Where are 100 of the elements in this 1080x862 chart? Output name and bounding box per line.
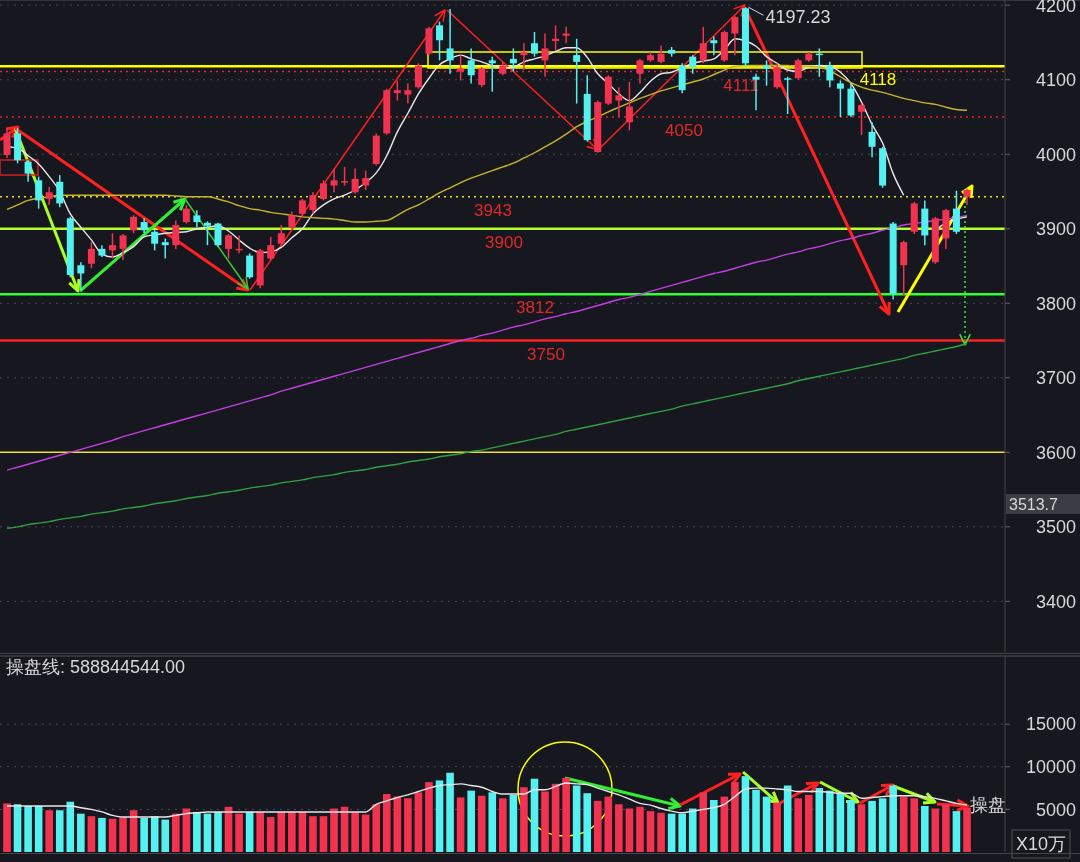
bar [499, 798, 507, 852]
y-tick-label: 4100 [1035, 70, 1076, 91]
candlestick [119, 233, 127, 261]
annotation: 4197.23 [765, 6, 831, 27]
y-tick-label: 3400 [1035, 591, 1076, 612]
bar [731, 782, 739, 852]
bar [456, 797, 465, 852]
bar [277, 811, 286, 852]
candlestick [573, 38, 581, 105]
candlestick [457, 54, 465, 82]
bar [889, 785, 897, 852]
bar [509, 794, 518, 852]
bar [66, 801, 75, 852]
bar [551, 783, 560, 852]
bar [446, 772, 454, 852]
bar [678, 813, 686, 852]
candlestick [277, 224, 285, 248]
candlestick [330, 167, 338, 193]
bar [435, 780, 444, 852]
candlestick [731, 14, 739, 56]
ref-line-label: 3750 [527, 344, 565, 364]
bar [319, 816, 328, 852]
bar [34, 805, 43, 852]
candlestick [309, 191, 317, 215]
candlestick [836, 79, 844, 118]
candlestick [35, 175, 43, 210]
bar [235, 813, 243, 852]
bar [878, 798, 887, 852]
bar [140, 817, 148, 852]
candlestick [509, 47, 517, 73]
candlestick [858, 102, 866, 136]
bar [382, 794, 391, 852]
candlestick [699, 26, 707, 65]
candlestick [478, 66, 486, 88]
bar [752, 789, 760, 852]
candlestick [794, 58, 802, 81]
candlestick [246, 252, 254, 280]
y-tick-label: 4000 [1035, 144, 1076, 165]
y-tick-label: 3700 [1035, 368, 1076, 389]
candlestick [172, 219, 180, 250]
bar [541, 791, 549, 852]
candlestick [900, 239, 908, 296]
candlestick [763, 59, 771, 87]
bar [351, 811, 359, 852]
bar [783, 785, 792, 852]
bar [393, 796, 402, 852]
text: 3513.7 [1009, 495, 1059, 513]
y-tick-label: 3900 [1035, 219, 1076, 240]
bar [414, 792, 423, 852]
candlestick [625, 81, 633, 132]
bar [288, 811, 296, 852]
bar [488, 792, 497, 852]
candlestick [541, 32, 549, 78]
bar [899, 796, 908, 852]
bar [762, 796, 771, 852]
bar [477, 795, 486, 852]
ref-line-label: 4118 [859, 70, 897, 90]
candlestick [341, 166, 349, 187]
bar [404, 798, 412, 852]
candlestick [520, 42, 528, 71]
bar [963, 807, 971, 852]
y-axis-title: X10万 [1015, 834, 1067, 855]
annotation: 操盘线: 588844544.00 [6, 657, 186, 677]
bar [256, 811, 264, 852]
bar [425, 782, 433, 852]
bar [24, 805, 32, 852]
candlestick [784, 76, 792, 115]
bar [266, 817, 275, 852]
candlestick [868, 121, 876, 158]
bar [193, 811, 201, 852]
bar [562, 777, 570, 852]
y-tick-label: 15000 [1025, 714, 1076, 735]
bar [3, 803, 11, 852]
candlestick [87, 241, 95, 269]
bar [921, 805, 929, 852]
candlestick [109, 232, 116, 260]
bar [910, 798, 919, 852]
candlestick [182, 204, 190, 225]
bar [942, 804, 950, 852]
bar [604, 796, 613, 852]
y-tick-label: 3600 [1035, 442, 1076, 463]
candlestick [710, 35, 718, 56]
candlestick [267, 236, 275, 261]
bar [171, 813, 180, 852]
candlestick [414, 62, 422, 90]
bar [45, 810, 53, 852]
candlestick [404, 82, 412, 105]
candlestick [362, 169, 370, 191]
candlestick [952, 190, 960, 235]
candlestick [214, 222, 222, 248]
candlestick [446, 8, 454, 75]
bar [245, 811, 254, 852]
bar [119, 817, 127, 852]
bar [657, 812, 665, 852]
bar [847, 800, 855, 852]
candlestick [615, 86, 623, 118]
candlestick [467, 47, 475, 85]
bar [699, 792, 708, 852]
candlestick [488, 55, 496, 93]
bar [55, 810, 64, 852]
